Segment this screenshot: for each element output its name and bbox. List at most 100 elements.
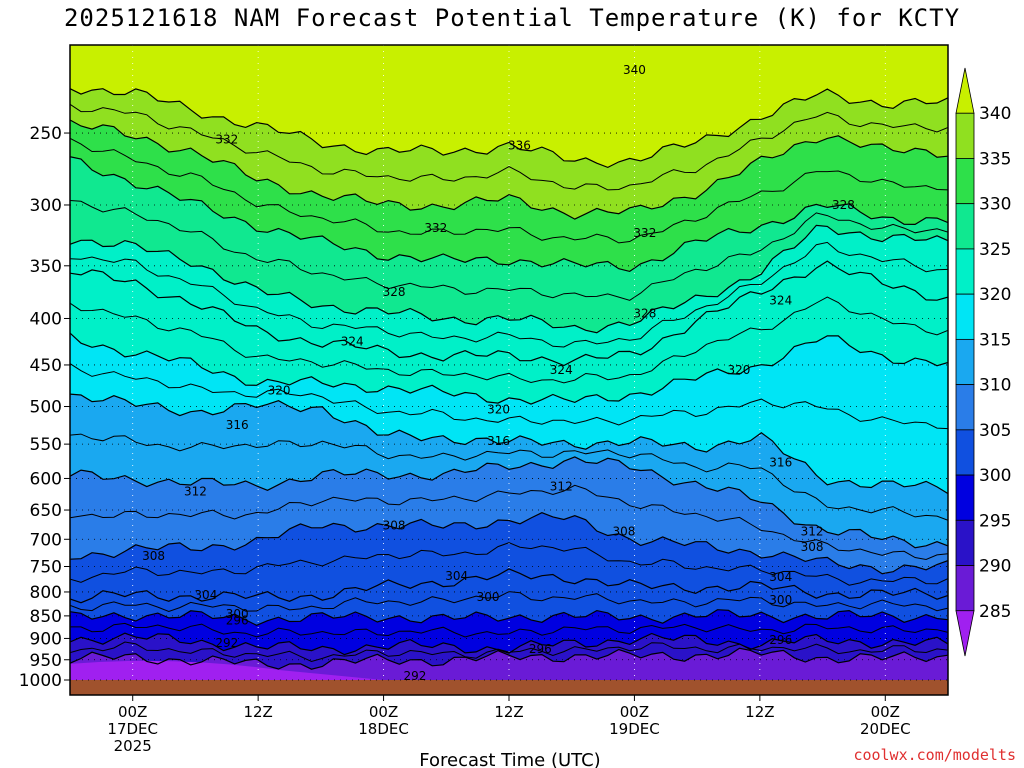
colorbar-swatch	[955, 384, 975, 431]
y-tick-label: 300	[30, 196, 62, 216]
x-tick-label: 00Z	[871, 703, 900, 721]
y-tick-label: 800	[30, 583, 62, 603]
x-tick-label: 18DEC	[358, 720, 409, 738]
x-tick-label: 19DEC	[609, 720, 660, 738]
x-tick-label: 2025	[114, 737, 152, 755]
contour-label: 300	[477, 590, 500, 604]
contour-label: 304	[769, 570, 792, 584]
colorbar-label: 290	[979, 557, 1011, 577]
contour-label: 316	[769, 455, 792, 469]
x-tick-label: 00Z	[369, 703, 398, 721]
contour-label: 324	[341, 334, 364, 348]
contour-minor	[70, 200, 948, 301]
colorbar-swatch	[955, 519, 975, 566]
colorbar-swatch	[955, 67, 975, 114]
contour-minor	[70, 542, 948, 586]
contour-label: 312	[801, 524, 824, 538]
y-tick-label: 250	[30, 124, 62, 144]
contour-minor	[70, 433, 948, 521]
contour-minor	[70, 137, 948, 244]
contour-label: 300	[226, 607, 249, 621]
contour-308	[70, 512, 948, 575]
contour-296	[70, 632, 948, 656]
colorbar-swatch	[955, 203, 975, 250]
contour-label: 340	[623, 63, 646, 77]
colorbar-swatch	[955, 565, 975, 612]
colorbar-label: 295	[979, 511, 1011, 531]
colorbar-swatch	[955, 293, 975, 340]
color-fill-bands	[70, 45, 948, 695]
colorbar-label: 335	[979, 149, 1011, 169]
y-tick-label: 350	[30, 257, 62, 277]
contour-minor	[70, 622, 948, 638]
y-tick-label: 550	[30, 435, 62, 455]
contour-316	[70, 393, 948, 495]
x-tick-label: 17DEC	[107, 720, 158, 738]
contour-label: 324	[550, 363, 573, 377]
contour-label: 304	[445, 569, 468, 583]
contour-label: 324	[769, 293, 792, 307]
y-tick-label: 500	[30, 398, 62, 418]
colorbar-label: 300	[979, 466, 1011, 486]
colorbar-label: 310	[979, 376, 1011, 396]
contour-336	[70, 119, 948, 220]
contour-minor	[70, 484, 948, 561]
contour-label: 332	[633, 226, 656, 240]
y-tick-label: 950	[30, 651, 62, 671]
colorbar-label: 285	[979, 602, 1011, 622]
colorbar-label: 340	[979, 104, 1011, 124]
contour-304	[70, 568, 948, 604]
contour-label: 296	[529, 642, 552, 656]
contour-label: 316	[226, 418, 249, 432]
contour-label: 300	[769, 593, 792, 607]
y-tick-label: 450	[30, 356, 62, 376]
x-tick-label: 12Z	[494, 703, 523, 721]
contour-label: 308	[801, 540, 824, 554]
x-tick-label: 12Z	[745, 703, 774, 721]
contour-324	[70, 260, 948, 367]
contour-332	[70, 156, 948, 273]
credit-link[interactable]: coolwx.com/modelts	[853, 746, 1016, 764]
contour-label: 336	[508, 138, 531, 152]
contour-label: 292	[215, 636, 238, 650]
contour-300	[70, 609, 948, 626]
contour-label: 328	[383, 285, 406, 299]
terrain-strip	[70, 680, 948, 695]
contour-292	[70, 647, 948, 670]
y-tick-label: 750	[30, 557, 62, 577]
contour-label: 308	[142, 549, 165, 563]
isentrope-contours	[70, 88, 948, 670]
contour-label: 308	[383, 519, 406, 533]
contour-328	[70, 224, 948, 334]
x-tick-label: 00Z	[620, 703, 649, 721]
contour-label: 316	[487, 434, 510, 448]
x-tick-label: 20DEC	[860, 720, 911, 738]
colorbar-label: 320	[979, 285, 1011, 305]
contour-minor	[70, 363, 948, 430]
x-axis-label: Forecast Time (UTC)	[419, 750, 600, 768]
y-tick-label: 850	[30, 607, 62, 627]
contour-label: 312	[550, 479, 573, 493]
chart-title: 2025121618 NAM Forecast Potential Temper…	[63, 4, 961, 32]
y-tick-label: 700	[30, 530, 62, 550]
contour-label: 296	[769, 633, 792, 647]
colorbar-swatch	[955, 248, 975, 295]
contour-label: 320	[268, 383, 291, 397]
colorbar-label: 330	[979, 195, 1011, 215]
colorbar-label: 325	[979, 240, 1011, 260]
contour-label: 312	[184, 484, 207, 498]
fill-band-coldest	[70, 660, 384, 680]
colorbar-swatch	[955, 112, 975, 159]
colorbar: 340 335 330 325 320 315 310 305 300 295 290 285	[955, 67, 1011, 657]
contour-label: 328	[832, 198, 855, 212]
contour-label: 332	[424, 221, 447, 235]
terrain-bar	[70, 680, 948, 695]
contour-minor	[70, 296, 948, 384]
contour-label: 332	[215, 132, 238, 146]
y-tick-label: 1000	[19, 671, 62, 691]
y-tick-label: 900	[30, 629, 62, 649]
colorbar-label: 305	[979, 421, 1011, 441]
contour-labels: 340 336 332 332 332 328 328 328 324 324 324 320 320 3…	[142, 63, 855, 683]
contour-label: 304	[194, 588, 217, 602]
